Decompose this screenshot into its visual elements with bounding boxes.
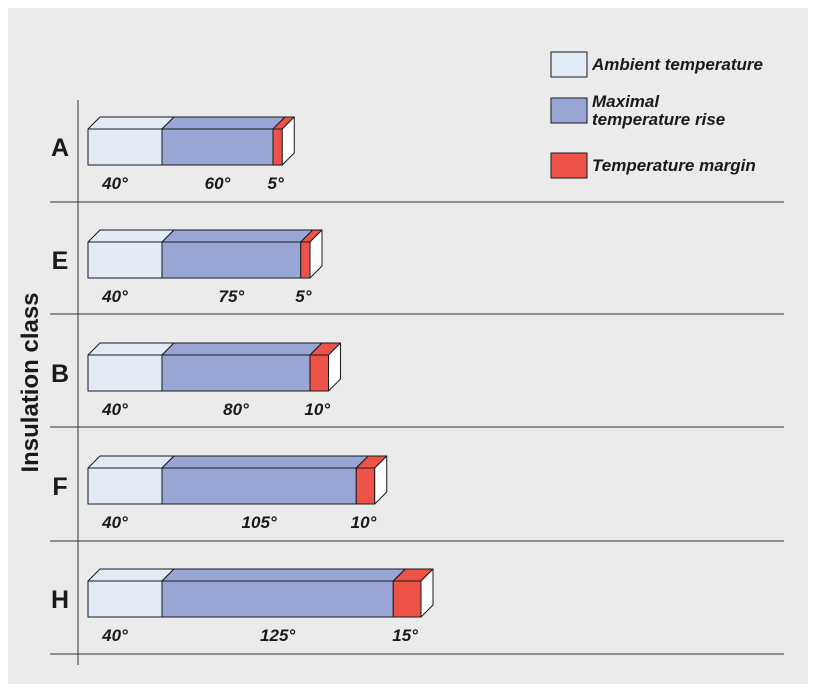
value-label-b-s2: 10° [304, 400, 330, 419]
category-label-b: B [51, 360, 69, 388]
bar-h-s0 [87, 580, 163, 618]
bar-end-face-e [309, 229, 323, 279]
category-label-e: E [52, 247, 69, 275]
value-label-a-s1: 60° [205, 174, 231, 193]
bar-end-face-h [420, 568, 434, 618]
value-label-a-s2: 5° [267, 174, 283, 193]
value-label-e-s0: 40° [101, 287, 128, 306]
y-axis-label: Insulation class [17, 292, 44, 472]
category-label-a: A [51, 134, 69, 162]
bar-end-face-a [281, 116, 295, 166]
bar-e-s1 [161, 241, 302, 279]
legend-label-1-line0: Maximal [592, 92, 660, 111]
bar-f-s2 [355, 467, 376, 505]
legend-swatch-2 [550, 152, 588, 179]
value-label-f-s1: 105° [242, 513, 277, 532]
bar-top-a-s1 [161, 116, 286, 130]
bar-top-h-s0 [87, 568, 175, 582]
category-label-f: F [52, 473, 67, 501]
bar-top-h-s1 [161, 568, 406, 582]
bar-f-s1 [161, 467, 357, 505]
bar-b-s1 [161, 354, 311, 392]
bar-e-s0 [87, 241, 163, 279]
value-label-b-s1: 80° [223, 400, 249, 419]
legend-label-2-line0: Temperature margin [592, 156, 756, 175]
bar-f-s0 [87, 467, 163, 505]
bar-a-s2 [272, 128, 283, 166]
value-label-b-s0: 40° [101, 400, 128, 419]
value-label-h-s0: 40° [101, 626, 128, 645]
bar-end-face-f [374, 455, 388, 505]
bar-top-e-s1 [161, 229, 314, 243]
value-label-h-s2: 15° [392, 626, 418, 645]
bar-b-s0 [87, 354, 163, 392]
bar-top-b-s0 [87, 342, 175, 356]
value-label-f-s0: 40° [101, 513, 128, 532]
legend-label-1-line1: temperature rise [592, 110, 725, 129]
bar-end-face-b [328, 342, 341, 392]
bar-e-s2 [300, 241, 311, 279]
bar-b-s2 [309, 354, 329, 392]
bar-a-s0 [87, 128, 163, 166]
value-label-h-s1: 125° [260, 626, 295, 645]
bar-top-f-s0 [87, 455, 175, 469]
legend-swatch-0 [550, 51, 588, 78]
bar-h-s2 [392, 580, 422, 618]
value-label-a-s0: 40° [101, 174, 128, 193]
legend-label-0-line0: Ambient temperature [591, 55, 763, 74]
bar-h-s1 [161, 580, 394, 618]
legend-swatch-1 [550, 97, 588, 124]
bar-a-s1 [161, 128, 274, 166]
bar-top-e-s0 [87, 229, 175, 243]
value-label-f-s2: 10° [351, 513, 377, 532]
bar-top-f-s1 [161, 455, 369, 469]
bar-top-b-s1 [161, 342, 323, 356]
bar-top-a-s0 [87, 116, 175, 130]
category-label-h: H [51, 586, 69, 614]
value-label-e-s1: 75° [219, 287, 245, 306]
value-label-e-s2: 5° [295, 287, 311, 306]
